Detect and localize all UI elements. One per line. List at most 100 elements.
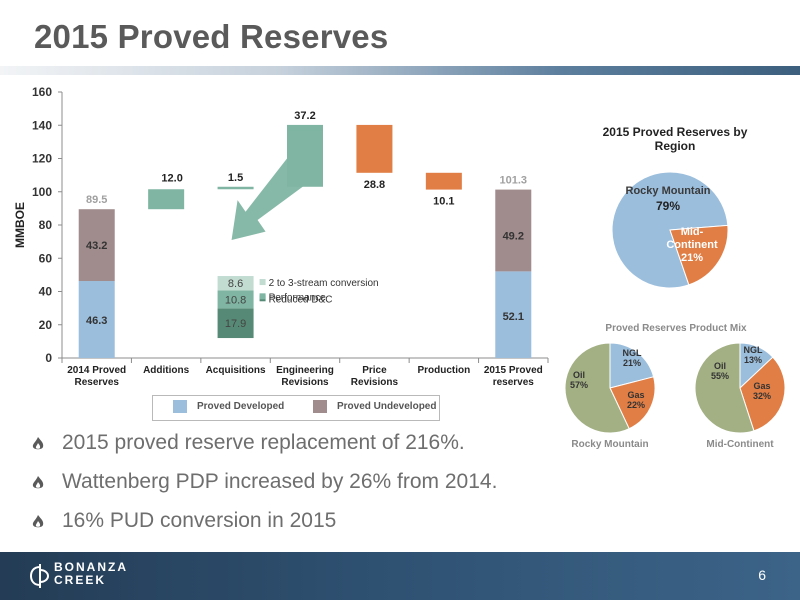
x-category-label: Revisions [281,377,329,388]
breakdown-segment [217,276,254,291]
pie-slice-name: Oil [714,361,726,371]
bar-step-decrease [356,124,393,173]
reserves-waterfall-chart: 0 20 40 60 80 100 120 140 160 MMBOE 2014 ProvedRes… [13,85,549,388]
bar-step-label: 28.8 [364,179,385,191]
pie-slice-name: Gas [753,381,770,391]
bar-total-label: 89.5 [86,194,107,206]
bullet-text: 16% PUD conversion in 2015 [62,509,337,532]
x-category-label: Production [417,365,470,376]
y-tick-label: 60 [39,251,53,265]
chart-legend: Proved Developed Proved Undeveloped [152,395,440,421]
pie-slice-gas [609,376,656,430]
x-category-label: Additions [143,365,190,376]
bar-undeveloped [78,209,115,282]
x-category-label: 2015 Proved [484,365,543,376]
pie-title: 2015 Proved Reserves by [603,125,748,139]
breakdown-legend-label: Reduced D&C [269,294,333,305]
bullet-text: Wattenberg PDP increased by 26% from 201… [62,470,498,493]
title-accent-bar [0,66,800,75]
bullet-text: 2015 proved reserve replacement of 216%. [62,431,465,454]
pie-slice-value: 21% [623,358,641,368]
y-tick-label: 20 [39,318,53,332]
pie-slice-value: 57% [570,380,588,390]
legend-item-developed: Proved Developed [173,400,284,413]
logo-mark-icon [30,564,50,588]
pie-slice-value: 32% [753,391,771,401]
y-tick-label: 160 [32,85,52,99]
logo-line-2: CREEK [54,573,107,587]
legend-item-undeveloped: Proved Undeveloped [313,400,436,413]
bar-undeveloped [495,189,532,272]
bar-undeveloped-label: 43.2 [86,240,107,252]
page-title: 2015 Proved Reserves [34,18,389,55]
legend-label-undeveloped: Proved Undeveloped [337,401,437,413]
bar-step-label: 10.1 [433,196,454,208]
x-category-label: Acquisitions [206,365,266,376]
pie-caption: Rocky Mountain [571,439,648,450]
bar-developed-label: 52.1 [503,311,524,323]
pie-slice-name: Mid- [681,226,704,238]
flame-bullet-icon [32,437,44,450]
bullet-item: 16% PUD conversion in 2015 [30,506,497,536]
bar-developed-label: 46.3 [86,315,107,327]
breakdown-legend-label: 2 to 3-stream conversion [269,278,379,289]
pie-slice-value: 22% [627,400,645,410]
company-logo: BONANZA CREEK [30,560,140,592]
x-category-label: Engineering [276,365,334,376]
pie-slice-name: Oil [573,370,585,380]
pie-slice-name: NGL [744,345,764,355]
breakdown-segment [217,290,254,309]
bullet-item: Wattenberg PDP increased by 26% from 201… [30,467,497,497]
y-tick-label: 140 [32,118,52,132]
y-tick-label: 0 [45,351,52,365]
engineering-breakdown-arrow [231,130,323,240]
legend-swatch-undeveloped [313,400,327,413]
pie-slice-name: Gas [627,390,644,400]
bar-step-increase [148,189,185,210]
legend-label-developed: Proved Developed [197,401,285,413]
bar-step-decrease [425,172,462,190]
pie-slice-value: 21% [681,252,703,264]
x-category-label: Reserves [74,377,119,388]
breakdown-segment-label: 17.9 [225,318,246,330]
logo-line-1: BONANZA [54,560,128,574]
pie-title: Region [655,139,696,153]
y-axis-title: MMBOE [13,202,27,248]
bar-step-label: 37.2 [294,110,315,122]
bar-developed [495,271,532,358]
pie-slice-oil [694,342,755,434]
pie-slice-name: Rocky Mountain [626,185,711,197]
bar-total-label: 101.3 [500,175,528,187]
breakdown-segment-label: 8.6 [228,278,243,290]
y-tick-label: 120 [32,152,52,166]
breakdown-segment-label: 10.8 [225,294,246,306]
bullet-item: 2015 proved reserve replacement of 216%. [30,428,497,458]
bar-undeveloped-label: 49.2 [503,231,524,243]
y-tick-label: 100 [32,185,52,199]
y-tick-label: 40 [39,285,53,299]
breakdown-legend-label: Performance [269,292,327,303]
legend-swatch-developed [173,400,187,413]
pie-title: Proved Reserves Product Mix [605,323,747,334]
bullet-list: 2015 proved reserve replacement of 216%.… [30,428,497,545]
pie-caption: Mid-Continent [706,439,774,450]
pie-slice-name: Continent [666,239,718,251]
pie-slice-mid-continent [669,224,729,286]
pie-slice-value: 79% [656,199,680,213]
x-category-label: 2014 Proved [67,365,126,376]
pie-slice-oil [564,342,630,434]
logo-text: BONANZA CREEK [54,561,128,587]
pie-slice-value: 13% [744,355,762,365]
y-tick-label: 80 [39,218,53,232]
x-category-label: Revisions [351,377,399,388]
bar-step-label: 12.0 [161,172,182,184]
bar-step-label: 1.5 [228,172,243,184]
pie-slice-ngl [609,342,655,389]
breakdown-segment [217,308,254,339]
page-number: 6 [758,567,766,583]
pie-slice-value: 55% [711,371,729,381]
flame-bullet-icon [32,515,44,528]
breakdown-legend-swatch [259,293,266,300]
pie-slice-gas [739,356,786,432]
